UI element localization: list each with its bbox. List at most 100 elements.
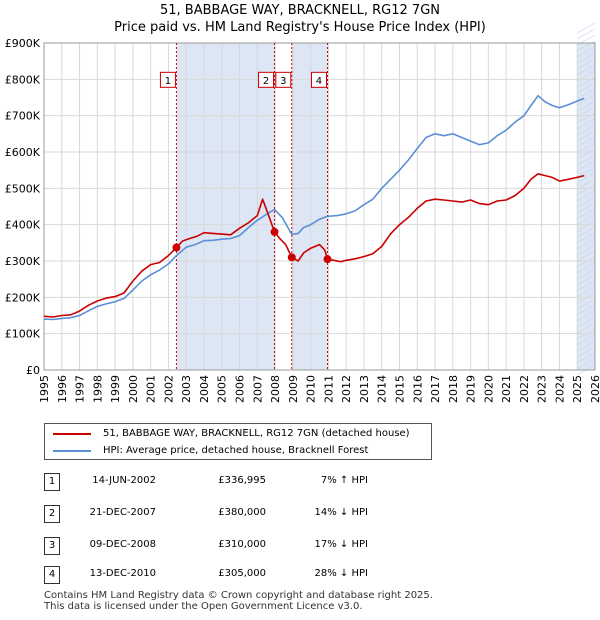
hatch-line [577,220,596,232]
sale-row: 1 14-JUN-2002 £336,995 7% ↑ HPI [0,473,600,493]
price-chart: 1 2 3 4 £0 £100K £200K £300K £400K £500K £600K £700… [5,22,600,403]
hatch-line [577,130,596,142]
legend: 51, BABBAGE WAY, BRACKNELL, RG12 7GN (de… [44,423,432,460]
sale-marker-box [258,71,275,88]
hatch-line [577,76,596,88]
hatch-line [577,58,596,70]
shaded-band [176,43,275,370]
hatch-line [577,274,596,286]
sale-number-badge: 4 [44,566,60,584]
sale-price: £380,000 [218,507,266,518]
hatch-line [577,172,596,184]
hatch-line [577,94,596,106]
hatch-line [577,22,596,34]
hatch-line [577,118,596,130]
hatch-line [577,226,596,238]
x-tick-label: 1998 [91,375,104,403]
hatch-line [577,190,596,202]
hatch-line [577,340,596,352]
y-tick-label: £0 [26,364,40,377]
x-tick-label: 2015 [393,375,406,403]
sale-point [172,243,181,252]
y-tick-label: £500K [5,182,41,195]
hatch-line [577,142,596,154]
x-tick-label: 2019 [465,375,478,403]
legend-swatch-property [53,433,91,435]
x-tick-label: 1999 [109,375,122,403]
hatch-line [577,46,596,58]
hatch-line [577,304,596,316]
hatch-line [577,82,596,94]
x-tick-label: 2020 [482,375,495,403]
x-tick-label: 2014 [376,375,389,403]
sale-hpi-change: 28% ↓ HPI [314,568,368,579]
hatch-line [577,214,596,226]
hatch-line [577,202,596,214]
y-tick-label: £300K [5,255,41,268]
x-tick-label: 2021 [500,375,513,403]
hatch-line [577,238,596,250]
footer-licence: This data is licensed under the Open Gov… [44,601,363,612]
hatch-line [577,286,596,298]
x-tick-label: 2023 [536,375,549,403]
sale-hpi-change: 17% ↓ HPI [314,539,368,550]
footer: Contains HM Land Registry data © Crown c… [44,590,433,612]
x-tick-label: 2011 [322,375,335,403]
x-tick-label: 2006 [234,375,247,403]
sale-point [323,255,332,264]
hatch-line [577,112,596,124]
sale-marker-box [310,71,327,88]
legend-label-hpi: HPI: Average price, detached house, Brac… [103,445,369,456]
legend-label-property: 51, BABBAGE WAY, BRACKNELL, RG12 7GN (de… [103,428,410,439]
sale-price: £310,000 [218,539,266,550]
sale-row: 3 09-DEC-2008 £310,000 17% ↓ HPI [0,537,600,557]
x-tick-label: 2009 [287,375,300,403]
sale-marker-label: 4 [316,76,322,87]
sale-row: 2 21-DEC-2007 £380,000 14% ↓ HPI [0,505,600,525]
x-tick-label: 1995 [38,375,51,403]
legend-swatch-hpi [53,450,91,452]
y-tick-label: £800K [5,73,41,86]
hatch-line [577,358,596,370]
x-tick-label: 2000 [127,375,140,403]
sale-number-badge: 2 [44,505,60,523]
x-tick-label: 1997 [74,375,87,403]
x-tick-label: 2001 [145,375,158,403]
x-tick-label: 2016 [411,375,424,403]
x-tick-label: 2004 [198,375,211,403]
x-tick-label: 2024 [553,375,566,403]
hatch-line [577,256,596,268]
sale-price: £305,000 [218,568,266,579]
hatch-line [577,268,596,280]
hatch-line [577,352,596,364]
property-price-line [43,173,585,318]
x-tick-label: 2007 [251,375,264,403]
y-tick-label: £700K [5,110,41,123]
hatch-line [577,292,596,304]
hatch-line [577,184,596,196]
hatch-line [577,298,596,310]
x-tick-label: 2008 [269,375,282,403]
hatch-line [577,88,596,100]
sale-date: 14-JUN-2002 [92,475,156,486]
hatch-line [577,322,596,334]
hatch-line [577,262,596,274]
y-tick-label: £600K [5,146,41,159]
y-tick-label: £200K [5,291,41,304]
sale-point [287,253,296,262]
x-tick-label: 2002 [162,375,175,403]
y-tick-label: £100K [5,328,41,341]
x-tick-label: 2012 [340,375,353,403]
x-tick-label: 2026 [589,375,600,403]
shaded-band [577,43,595,370]
x-tick-label: 2018 [447,375,460,403]
x-tick-label: 2025 [571,375,584,403]
hpi-line [43,94,585,321]
sale-marker-label: 2 [263,76,269,87]
sale-marker-label: 1 [165,76,171,87]
hatch-line [577,28,596,40]
x-tick-label: 2022 [518,375,531,403]
sale-hpi-change: 7% ↑ HPI [320,475,368,486]
x-tick-label: 1996 [56,375,69,403]
hatch-line [577,100,596,112]
